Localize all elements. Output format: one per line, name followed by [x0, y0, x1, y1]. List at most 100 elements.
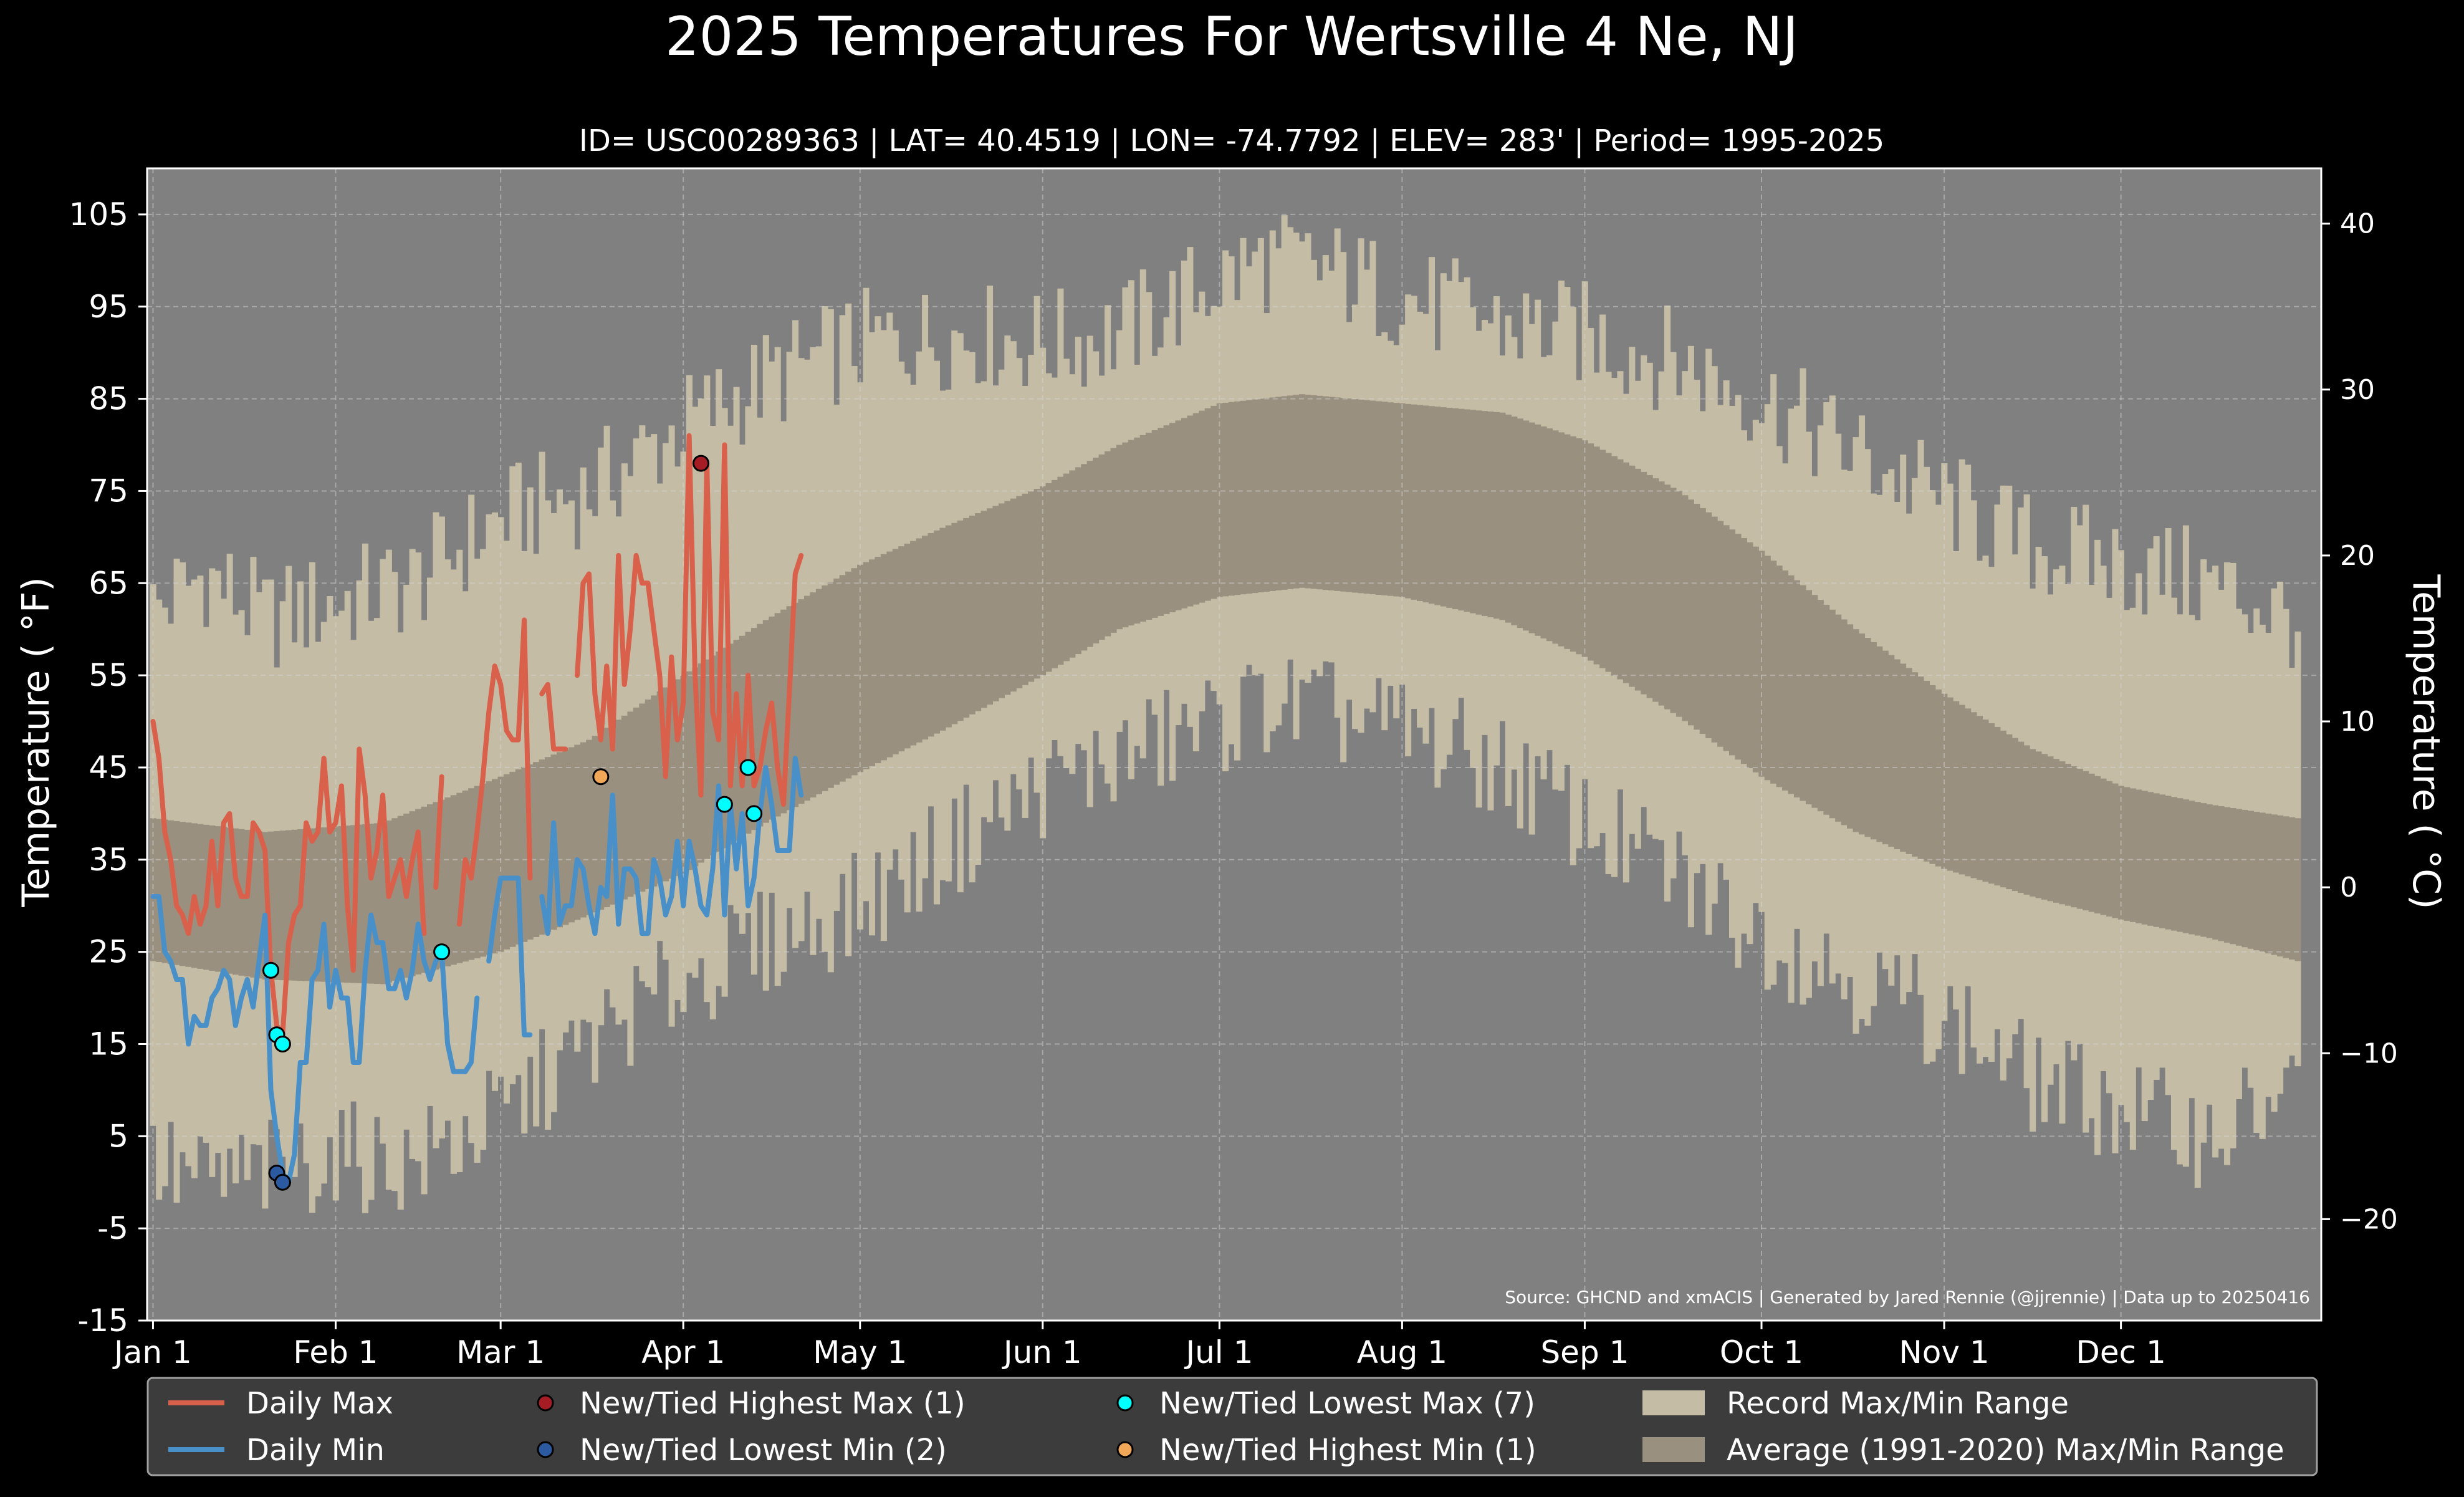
y-right-tick-label: −20 — [2340, 1203, 2398, 1235]
normal-range-bar — [1422, 405, 1429, 603]
record-point-lowest-max — [745, 805, 763, 822]
normal-range-bar — [256, 831, 262, 979]
normal-range-bar — [480, 783, 487, 957]
normal-range-bar — [1917, 676, 1924, 859]
normal-range-bar — [792, 602, 799, 807]
record-range-bar — [603, 425, 610, 989]
y-left-tick-label: -15 — [77, 1302, 128, 1339]
y-axis-right-ticks: 40 30 20 10 0 −10 −20 — [2321, 208, 2398, 1235]
record-point-lowest-max — [262, 961, 280, 979]
normal-range-bar — [586, 739, 593, 915]
legend-swatch — [1116, 1441, 1134, 1458]
normal-range-bar — [2188, 801, 2195, 935]
normal-range-bar — [1316, 395, 1323, 590]
normal-range-bar — [1593, 446, 1600, 665]
normal-range-bar — [745, 632, 752, 834]
normal-range-bar — [1281, 396, 1288, 590]
normal-range-bar — [1576, 438, 1583, 655]
normal-range-bar — [1552, 430, 1559, 644]
record-range-bar — [633, 438, 640, 966]
normal-range-bar — [2094, 776, 2101, 914]
normal-range-bar — [2177, 798, 2184, 932]
normal-range-bar — [279, 830, 286, 981]
normal-range-bar — [1546, 428, 1553, 642]
normal-range-bar — [580, 742, 587, 918]
record-point-lowest-max — [739, 759, 757, 776]
normal-range-bar — [1770, 561, 1777, 784]
normal-range-bar — [933, 530, 940, 734]
normal-range-bar — [2124, 787, 2131, 921]
normal-range-bar — [2265, 813, 2272, 954]
normal-range-bar — [521, 766, 528, 942]
normal-range-bar — [1016, 496, 1023, 688]
normal-range-bar — [2218, 806, 2225, 941]
normal-range-bar — [303, 829, 310, 981]
normal-range-bar — [1181, 418, 1187, 609]
normal-range-bar — [1305, 395, 1311, 589]
normal-range-bar — [1788, 575, 1795, 794]
normal-range-bar — [1257, 398, 1264, 593]
normal-range-bar — [1912, 672, 1919, 857]
y-right-tick-label: 40 — [2340, 208, 2375, 240]
normal-range-bar — [1022, 493, 1028, 685]
normal-range-bar — [2153, 793, 2160, 927]
normal-range-bar — [1876, 646, 1883, 842]
legend-item-record-range: Record Max/Min Range — [1642, 1386, 2069, 1421]
normal-range-bar — [875, 557, 881, 764]
normal-range-bar — [1122, 442, 1129, 628]
normal-range-bar — [1835, 614, 1842, 822]
normal-range-bar — [674, 679, 681, 877]
normal-range-bar — [503, 774, 510, 950]
record-point-lowest-max — [433, 943, 451, 961]
normal-range-bar — [1634, 468, 1641, 691]
normal-range-bar — [1900, 663, 1907, 852]
normal-range-bar — [450, 795, 457, 965]
y-right-tick-label: 10 — [2340, 706, 2375, 738]
plot-frame — [146, 167, 2323, 1322]
record-point-highest-min — [592, 768, 610, 786]
normal-range-bar — [833, 578, 840, 785]
normal-range-bar — [2018, 741, 2025, 893]
normal-range-bar — [810, 592, 817, 798]
normal-range-bar — [904, 543, 911, 749]
normal-range-bar — [1723, 525, 1730, 751]
normal-range-bar — [1028, 491, 1035, 682]
normal-range-bar — [1641, 471, 1647, 695]
normal-range-bar — [2165, 796, 2172, 930]
normal-range-bar — [2112, 783, 2119, 918]
normal-range-bar — [963, 517, 970, 718]
normal-range-bar — [1134, 437, 1141, 624]
normal-range-bar — [291, 829, 298, 981]
record-range-bar — [639, 425, 646, 981]
y-left-tick-label: 45 — [89, 749, 128, 786]
normal-range-bar — [1075, 467, 1081, 655]
y-axis-right-label: Temperature ( °C) — [2404, 574, 2448, 910]
normal-range-bar — [315, 827, 322, 982]
normal-range-bar — [757, 623, 764, 827]
normal-range-bar — [2117, 786, 2124, 920]
x-tick-label: Sep 1 — [1540, 1334, 1629, 1370]
normal-range-bar — [651, 695, 658, 887]
normal-range-bar — [645, 699, 651, 889]
normal-range-bar — [1069, 470, 1076, 658]
record-point-lowest-max — [716, 796, 733, 813]
normal-range-bar — [1793, 580, 1801, 798]
normal-range-bar — [1086, 461, 1093, 647]
legend-label: Daily Min — [246, 1433, 385, 1468]
normal-range-bar — [2182, 799, 2189, 933]
plot-area: Source: GHCND and xmACIS | Generated by … — [146, 167, 2323, 1322]
normal-range-bar — [1735, 534, 1742, 760]
normal-range-bar — [1210, 405, 1217, 599]
record-point-lowest-min — [274, 1173, 291, 1191]
normal-range-bars — [150, 394, 2301, 984]
normal-range-bar — [1864, 637, 1871, 837]
source-note: Source: GHCND and xmACIS | Generated by … — [1505, 1287, 2310, 1307]
normal-range-bar — [1564, 434, 1571, 649]
normal-range-bar — [1758, 551, 1765, 777]
normal-range-bar — [244, 829, 251, 977]
normal-range-bar — [750, 628, 757, 830]
normal-range-bar — [1705, 512, 1712, 738]
normal-range-bar — [868, 559, 875, 766]
normal-range-bar — [2283, 816, 2289, 958]
normal-range-bar — [1387, 402, 1394, 596]
